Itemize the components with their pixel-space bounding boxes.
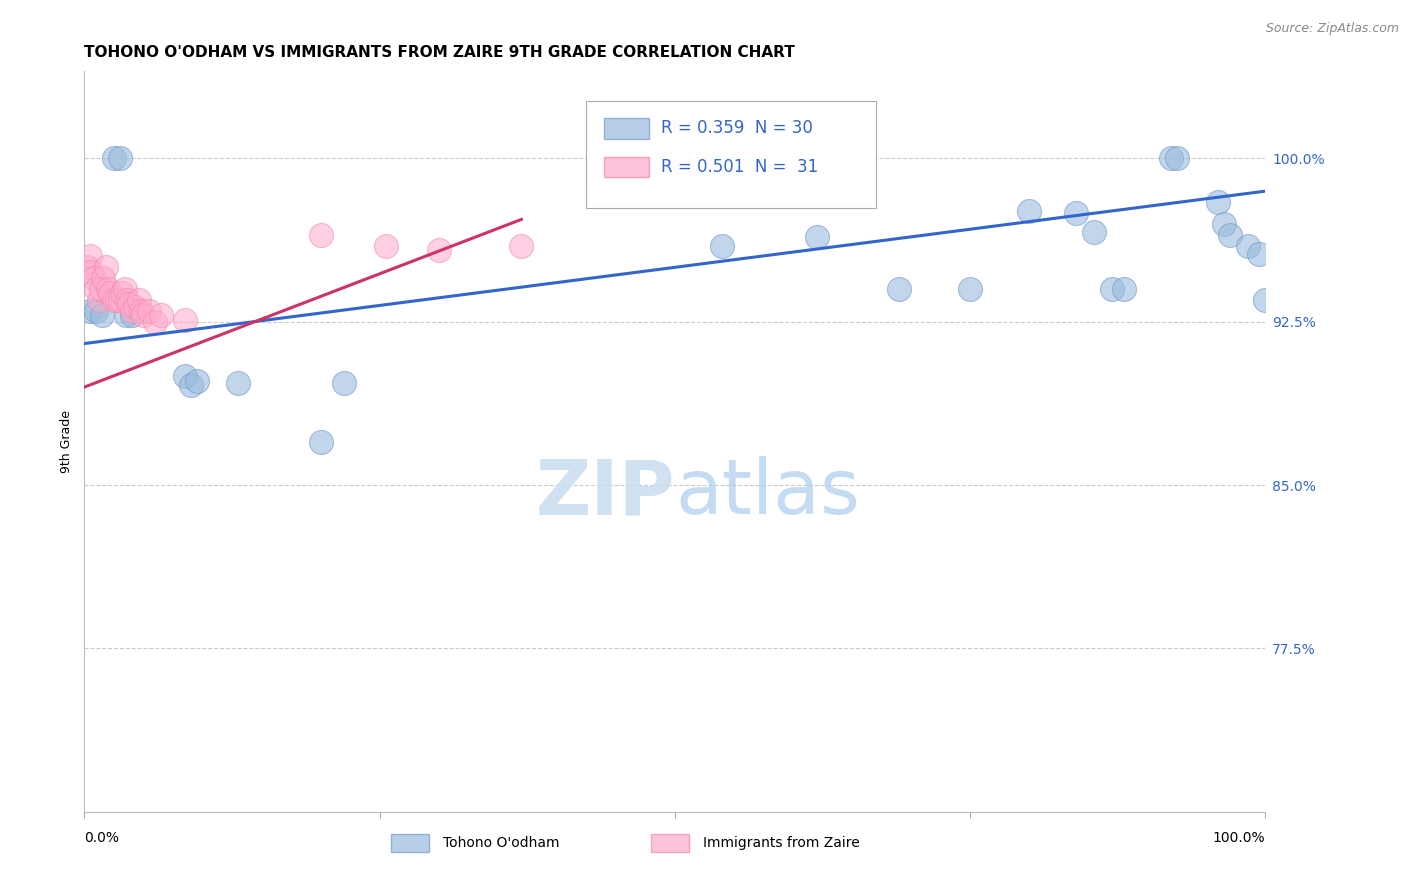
- Point: [138, 304, 160, 318]
- Text: R = 0.359  N = 30: R = 0.359 N = 30: [661, 120, 813, 137]
- Point: [121, 308, 143, 322]
- Point: [1083, 226, 1105, 240]
- Point: [374, 238, 396, 252]
- Point: [150, 308, 173, 322]
- FancyBboxPatch shape: [605, 156, 650, 178]
- Point: [118, 297, 141, 311]
- Point: [1249, 247, 1271, 261]
- Point: [98, 286, 121, 301]
- Text: ZIP: ZIP: [536, 457, 675, 531]
- Point: [711, 238, 734, 252]
- Point: [180, 378, 202, 392]
- Point: [103, 152, 125, 166]
- Point: [91, 271, 114, 285]
- Point: [97, 282, 120, 296]
- Point: [129, 304, 152, 318]
- Point: [226, 376, 249, 390]
- Point: [186, 374, 208, 388]
- Point: [84, 304, 107, 318]
- Point: [173, 369, 195, 384]
- Point: [80, 265, 103, 279]
- Point: [1018, 203, 1040, 218]
- Point: [87, 293, 110, 307]
- Point: [83, 271, 105, 285]
- Point: [510, 238, 533, 252]
- Point: [309, 434, 332, 449]
- Point: [1166, 152, 1188, 166]
- Point: [108, 152, 131, 166]
- Point: [1206, 194, 1229, 209]
- Point: [1112, 282, 1135, 296]
- Text: Tohono O'odham: Tohono O'odham: [443, 836, 560, 850]
- Point: [143, 315, 166, 329]
- FancyBboxPatch shape: [391, 834, 429, 853]
- Point: [91, 308, 114, 322]
- Point: [806, 230, 828, 244]
- Point: [1160, 152, 1182, 166]
- Point: [94, 260, 117, 275]
- Y-axis label: 9th Grade: 9th Grade: [60, 410, 73, 473]
- Point: [128, 293, 150, 307]
- FancyBboxPatch shape: [586, 101, 876, 209]
- Text: 0.0%: 0.0%: [84, 831, 120, 846]
- Point: [108, 293, 131, 307]
- Text: 100.0%: 100.0%: [1213, 831, 1265, 846]
- Point: [124, 300, 146, 314]
- Text: TOHONO O'ODHAM VS IMMIGRANTS FROM ZAIRE 9TH GRADE CORRELATION CHART: TOHONO O'ODHAM VS IMMIGRANTS FROM ZAIRE …: [84, 45, 796, 61]
- Point: [889, 282, 911, 296]
- Point: [1219, 227, 1241, 242]
- Point: [103, 293, 125, 307]
- Text: Immigrants from Zaire: Immigrants from Zaire: [703, 836, 860, 850]
- Text: R = 0.501  N =  31: R = 0.501 N = 31: [661, 158, 818, 176]
- Point: [79, 250, 101, 264]
- Point: [1254, 293, 1277, 307]
- Text: Source: ZipAtlas.com: Source: ZipAtlas.com: [1265, 22, 1399, 36]
- Point: [1236, 238, 1258, 252]
- Point: [1066, 206, 1088, 220]
- Point: [114, 308, 136, 322]
- Point: [132, 308, 155, 322]
- Point: [333, 376, 356, 390]
- Point: [76, 260, 98, 275]
- Point: [309, 227, 332, 242]
- Point: [173, 312, 195, 326]
- Point: [107, 293, 129, 307]
- Point: [121, 304, 143, 318]
- Text: atlas: atlas: [675, 457, 859, 531]
- Point: [115, 293, 138, 307]
- Point: [90, 282, 112, 296]
- Point: [427, 243, 450, 257]
- Point: [79, 304, 101, 318]
- Point: [959, 282, 981, 296]
- Point: [111, 286, 134, 301]
- Point: [84, 282, 107, 296]
- FancyBboxPatch shape: [605, 118, 650, 139]
- FancyBboxPatch shape: [651, 834, 689, 853]
- Point: [1101, 282, 1123, 296]
- Point: [1213, 217, 1236, 231]
- Point: [114, 282, 136, 296]
